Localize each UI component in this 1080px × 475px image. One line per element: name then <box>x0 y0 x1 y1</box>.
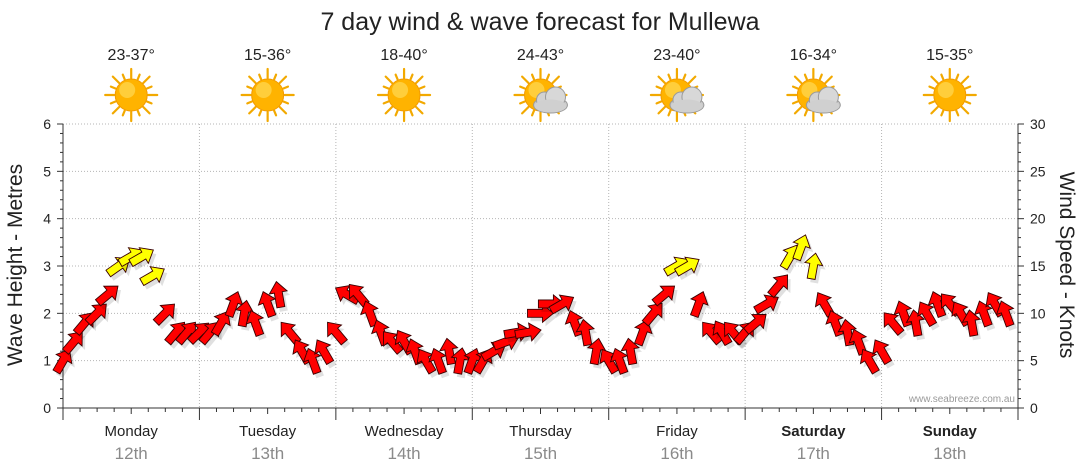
wind-arrow <box>872 339 895 369</box>
day-name-label: Wednesday <box>365 423 444 440</box>
y-axis-label-right: Wind Speed - Knots <box>1055 172 1078 359</box>
wind-arrow <box>428 347 450 379</box>
wind-arrow <box>84 303 110 330</box>
day-name-label: Friday <box>656 423 698 440</box>
y-tick-label-right: 20 <box>1030 211 1046 227</box>
y-tick-label-left: 5 <box>43 163 51 179</box>
wind-arrow <box>302 347 324 379</box>
y-tick-label-right: 0 <box>1030 400 1038 416</box>
temp-range-label: 15-35° <box>926 47 973 64</box>
sun-cloud-icon <box>786 67 841 123</box>
y-tick-label-left: 2 <box>43 305 51 321</box>
sun-icon <box>922 67 977 123</box>
wind-arrow <box>128 247 157 271</box>
day-name-label: Monday <box>105 423 159 440</box>
wind-arrow <box>974 300 996 331</box>
day-name-label: Saturday <box>781 423 846 440</box>
y-tick-label-left: 1 <box>43 353 51 369</box>
y-tick-label-right: 25 <box>1030 163 1046 179</box>
wind-arrow <box>152 303 178 330</box>
day-name-label: Sunday <box>923 423 978 440</box>
wind-arrow <box>651 285 678 310</box>
wind-arrow <box>139 266 168 290</box>
day-date-label: 14th <box>388 444 421 463</box>
axes: 0 1 2 3 4 5 6 0 5 10 15 20 25 30 <box>43 116 1046 420</box>
chart-title: 7 day wind & wave forecast for Mullewa <box>320 8 759 36</box>
wind-arrow <box>803 252 826 284</box>
day-date-label: 16th <box>660 444 693 463</box>
y-tick-label-left: 6 <box>43 116 51 132</box>
wind-arrow <box>905 309 928 341</box>
temp-range-label: 24-43° <box>517 47 564 64</box>
wind-arrow <box>995 300 1017 331</box>
wind-arrow <box>753 294 782 318</box>
y-tick-label-right: 15 <box>1030 258 1046 274</box>
day-name-label: Thursday <box>509 423 572 440</box>
wind-arrow <box>94 285 121 310</box>
wind-arrows <box>52 234 1017 379</box>
watermark-text: www.seabreeze.com.au <box>908 394 1015 405</box>
sun-icon <box>376 67 432 123</box>
y-tick-label-left: 4 <box>43 211 51 227</box>
temp-range-label: 23-37° <box>108 47 155 64</box>
y-tick-label-right: 5 <box>1030 353 1038 369</box>
day-labels: Monday 12th Tuesday 13th Wednesday 14th Thursd… <box>105 423 978 463</box>
sun-cloud-icon <box>513 67 568 123</box>
wind-arrow <box>633 319 655 350</box>
wind-arrow <box>609 347 631 379</box>
wind-arrow <box>314 339 337 369</box>
wind-arrow <box>859 348 883 378</box>
wind-arrow <box>917 301 940 331</box>
wind-arrow <box>514 322 545 345</box>
wind-arrow <box>620 337 643 369</box>
weather-row: 23-37° 15-36° 18-40° 24-43° 23-40° 16-34° 15-3… <box>104 47 977 123</box>
wind-arrow <box>327 321 351 349</box>
day-date-label: 13th <box>251 444 284 463</box>
wind-arrow <box>257 291 279 322</box>
wind-arrow <box>689 291 711 322</box>
sun-icon <box>104 67 159 123</box>
wind-arrow <box>548 294 577 318</box>
day-date-label: 17th <box>797 444 830 463</box>
y-tick-label-left: 0 <box>43 400 51 416</box>
wind-arrow <box>673 256 703 280</box>
wind-arrow <box>52 348 75 378</box>
y-axis-label-left: Wave Height - Metres <box>4 164 27 366</box>
wind-arrow <box>586 337 609 369</box>
y-tick-label-right: 10 <box>1030 305 1046 321</box>
wind-arrow <box>883 312 907 340</box>
sun-icon <box>240 67 295 123</box>
day-date-label: 18th <box>933 444 966 463</box>
wind-arrow <box>742 313 770 339</box>
day-date-label: 15th <box>524 444 557 463</box>
wind-arrow <box>961 309 984 341</box>
temp-range-label: 18-40° <box>380 47 427 64</box>
sun-cloud-icon <box>649 67 705 123</box>
wind-arrow <box>641 302 666 330</box>
temp-range-label: 15-36° <box>244 47 291 64</box>
wind-arrow <box>767 274 791 302</box>
wind-arrow <box>268 280 291 312</box>
wind-arrow <box>210 310 234 341</box>
y-tick-label-left: 3 <box>43 258 51 274</box>
wind-arrow <box>792 234 814 265</box>
wind-arrow <box>245 309 267 341</box>
wind-arrow <box>450 347 473 379</box>
day-name-label: Tuesday <box>239 423 296 440</box>
wind-arrow <box>61 331 86 359</box>
temp-range-label: 16-34° <box>790 47 837 64</box>
temp-range-label: 23-40° <box>653 47 700 64</box>
y-tick-label-right: 30 <box>1030 116 1046 132</box>
day-date-label: 12th <box>115 444 148 463</box>
